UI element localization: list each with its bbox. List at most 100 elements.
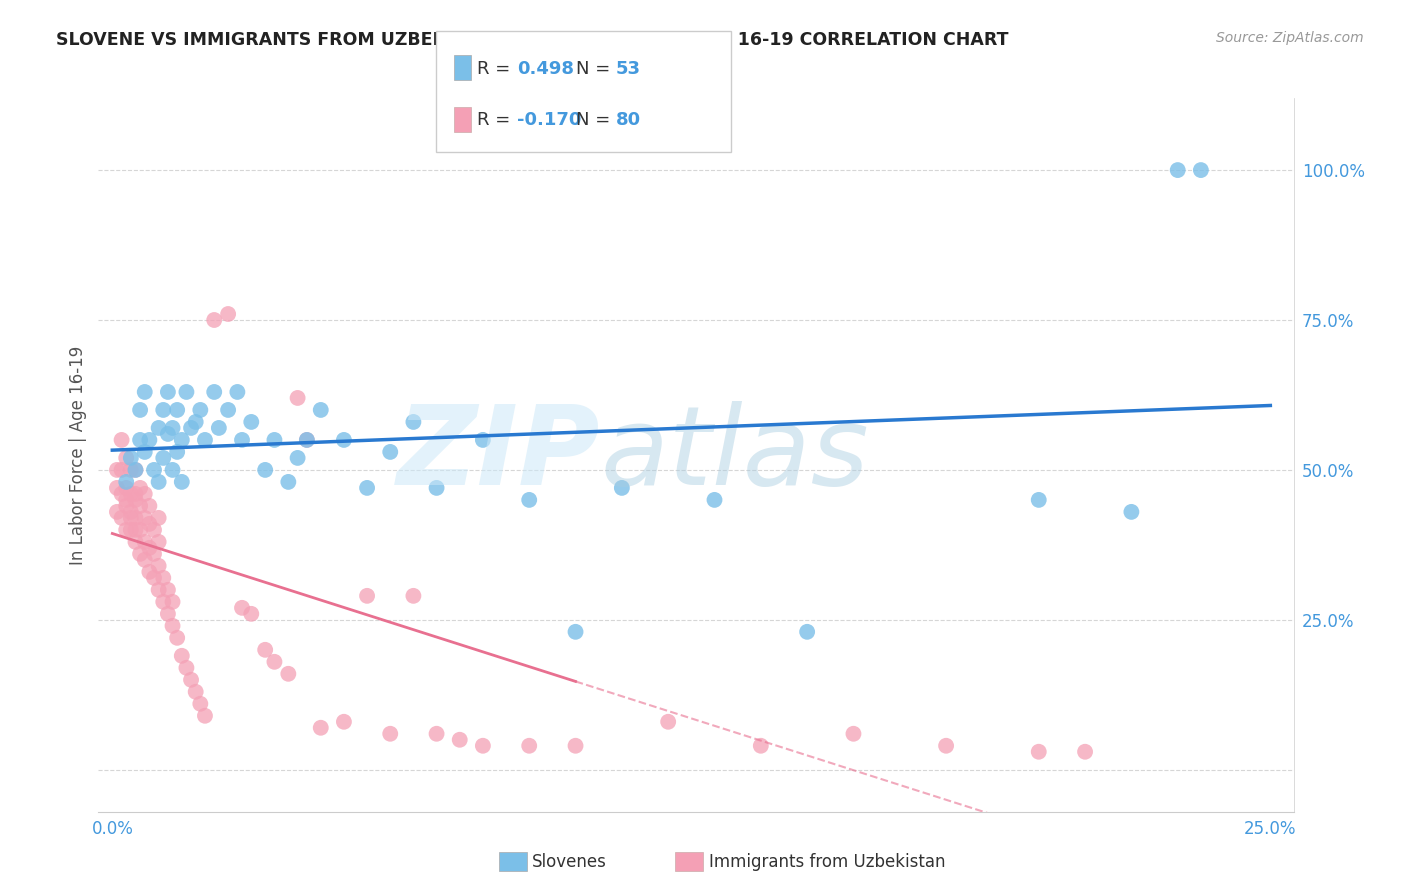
Point — [1121, 505, 1143, 519]
Point — [115, 492, 138, 507]
Point — [120, 505, 142, 519]
Point — [1189, 163, 1212, 178]
Point — [184, 415, 207, 429]
Point — [129, 523, 152, 537]
Text: SLOVENE VS IMMIGRANTS FROM UZBEKISTAN IN LABOR FORCE | AGE 16-19 CORRELATION CHA: SLOVENE VS IMMIGRANTS FROM UZBEKISTAN IN… — [56, 31, 1008, 49]
Point — [263, 433, 285, 447]
Point — [110, 511, 132, 525]
Point — [156, 582, 179, 597]
Point — [138, 433, 160, 447]
Point — [208, 421, 231, 435]
Point — [796, 624, 818, 639]
Point — [356, 481, 378, 495]
Point — [143, 547, 166, 561]
Text: Slovenes: Slovenes — [531, 853, 606, 871]
Point — [287, 391, 309, 405]
Point — [120, 450, 142, 465]
Point — [143, 463, 166, 477]
Point — [148, 475, 170, 489]
Point — [110, 463, 132, 477]
Point — [105, 463, 128, 477]
Point — [124, 534, 146, 549]
Point — [657, 714, 679, 729]
Point — [166, 403, 188, 417]
Point — [115, 523, 138, 537]
Point — [138, 565, 160, 579]
Point — [380, 727, 402, 741]
Point — [1028, 745, 1050, 759]
Point — [194, 433, 217, 447]
Point — [254, 463, 277, 477]
Point — [287, 450, 309, 465]
Point — [105, 481, 128, 495]
Point — [138, 541, 160, 555]
Point — [517, 739, 540, 753]
Point — [166, 631, 188, 645]
Point — [333, 433, 356, 447]
Point — [134, 553, 156, 567]
Point — [1028, 492, 1050, 507]
Point — [202, 313, 225, 327]
Point — [152, 595, 174, 609]
Point — [333, 714, 356, 729]
Point — [134, 511, 156, 525]
Point — [170, 475, 193, 489]
Point — [156, 607, 179, 621]
Point — [124, 523, 146, 537]
Text: -0.170: -0.170 — [517, 111, 582, 129]
Point — [115, 481, 138, 495]
Point — [110, 433, 132, 447]
Point — [129, 499, 152, 513]
Point — [471, 739, 494, 753]
Point — [610, 481, 633, 495]
Text: atlas: atlas — [600, 401, 869, 508]
Point — [176, 384, 198, 399]
Point — [138, 499, 160, 513]
Point — [129, 481, 152, 495]
Point — [1074, 745, 1097, 759]
Point — [148, 558, 170, 573]
Point — [120, 523, 142, 537]
Point — [402, 589, 425, 603]
Point — [309, 403, 332, 417]
Point — [115, 475, 138, 489]
Point — [134, 445, 156, 459]
Point — [231, 433, 253, 447]
Point — [110, 487, 132, 501]
Point — [148, 534, 170, 549]
Point — [176, 661, 198, 675]
Point — [188, 697, 211, 711]
Text: Source: ZipAtlas.com: Source: ZipAtlas.com — [1216, 31, 1364, 45]
Point — [148, 421, 170, 435]
Point — [226, 384, 249, 399]
Point — [295, 433, 318, 447]
Point — [124, 487, 146, 501]
Point — [156, 384, 179, 399]
Point — [277, 666, 299, 681]
Text: 53: 53 — [616, 60, 641, 78]
Point — [180, 673, 202, 687]
Point — [231, 600, 253, 615]
Point — [254, 642, 277, 657]
Point — [148, 582, 170, 597]
Point — [152, 450, 174, 465]
Point — [124, 463, 146, 477]
Point — [124, 511, 146, 525]
Point — [129, 433, 152, 447]
Y-axis label: In Labor Force | Age 16-19: In Labor Force | Age 16-19 — [69, 345, 87, 565]
Point — [134, 384, 156, 399]
Point — [170, 433, 193, 447]
Point — [240, 607, 263, 621]
Point — [217, 307, 239, 321]
Point — [184, 685, 207, 699]
Point — [124, 492, 146, 507]
Point — [148, 511, 170, 525]
Point — [263, 655, 285, 669]
Point — [564, 739, 586, 753]
Point — [166, 445, 188, 459]
Point — [309, 721, 332, 735]
Point — [277, 475, 299, 489]
Point — [134, 534, 156, 549]
Point — [295, 433, 318, 447]
Point — [129, 547, 152, 561]
